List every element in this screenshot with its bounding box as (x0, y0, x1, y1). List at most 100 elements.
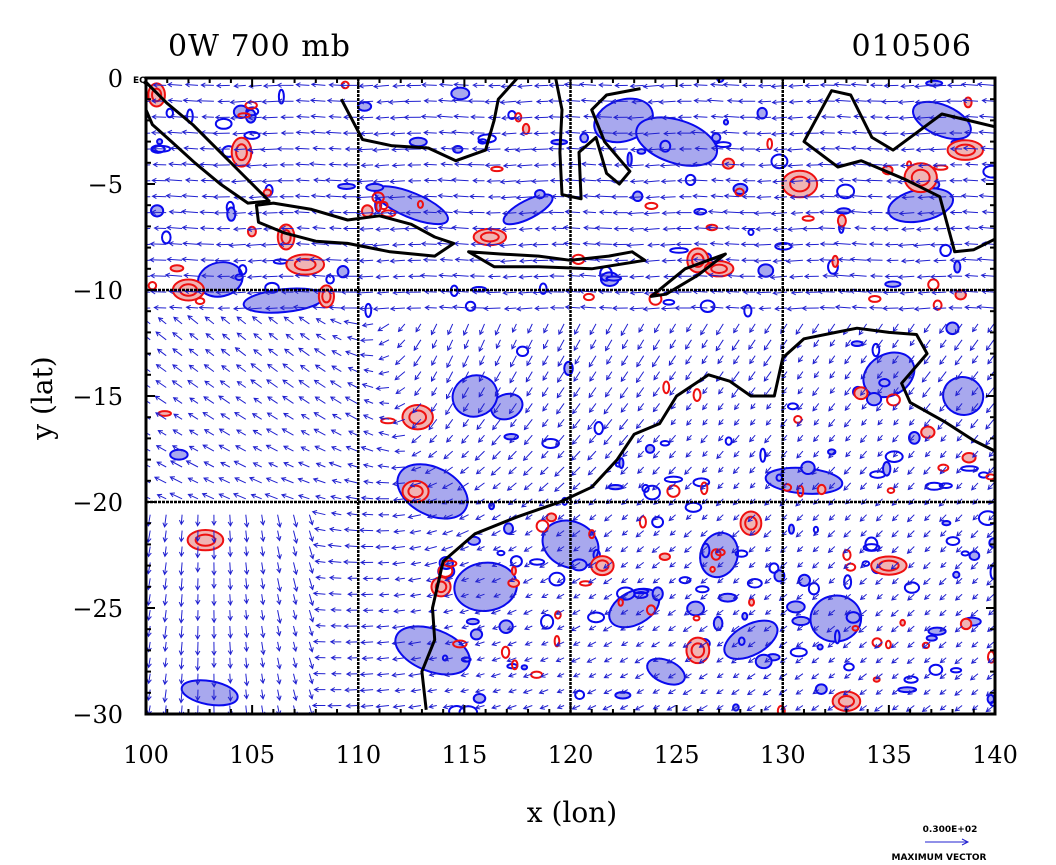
wind-vector-arrow (410, 688, 421, 694)
wind-vector-arrow (146, 164, 151, 166)
wind-vector-arrow (837, 225, 851, 231)
wind-vector-arrow (812, 641, 820, 648)
wind-vector-arrow (424, 546, 437, 552)
wind-vector-arrow (651, 562, 660, 569)
wind-vector-arrow (700, 609, 708, 616)
wind-vector-arrow (429, 434, 438, 444)
wind-vector-arrow (540, 672, 549, 678)
wind-vector-arrow (329, 687, 342, 693)
wind-vector-arrow (970, 371, 979, 381)
wind-vector-arrow (604, 546, 613, 552)
wind-vector-arrow (707, 272, 724, 279)
wind-vector-arrow (220, 461, 231, 468)
wind-vector-arrow (986, 593, 995, 602)
wind-vector-arrow (470, 114, 485, 120)
wind-vector-arrow (431, 371, 438, 383)
wind-vector-arrow (851, 304, 867, 310)
wind-vector-arrow (410, 466, 422, 472)
negative-contour-cell (503, 433, 519, 441)
wind-vector-arrow (897, 274, 915, 280)
wind-vector-arrow (146, 657, 152, 669)
wind-vector-arrow (631, 99, 644, 105)
wind-vector-arrow (828, 355, 836, 365)
wind-vector-arrow (797, 355, 804, 363)
wind-vector-arrow (375, 479, 390, 486)
wind-vector-arrow (661, 258, 676, 264)
wind-vector-arrow (446, 434, 454, 443)
wind-vector-arrow (391, 433, 405, 440)
wind-vector-arrow (162, 657, 169, 668)
wind-vector-arrow (702, 450, 708, 457)
wind-vector-arrow (195, 657, 201, 672)
wind-vector-arrow (509, 593, 517, 598)
wind-vector-arrow (313, 526, 326, 532)
wind-vector-arrow (261, 162, 278, 169)
wind-vector-arrow (652, 673, 660, 678)
wind-vector-arrow (243, 641, 249, 653)
wind-vector-arrow (243, 562, 250, 576)
wind-vector-arrow (543, 339, 549, 350)
negative-contour-cell (816, 643, 824, 651)
wind-vector-arrow (764, 482, 772, 490)
wind-vector-arrow (590, 339, 597, 350)
negative-contour-cell (659, 440, 671, 447)
wind-vector-arrow (391, 513, 405, 519)
wind-vector-arrow (407, 514, 422, 520)
wind-vector-arrow (420, 114, 437, 120)
wind-vector-arrow (652, 689, 660, 694)
y-tick-label: 0 (108, 65, 123, 93)
wind-vector-arrow (397, 323, 406, 333)
wind-vector-arrow (737, 98, 756, 104)
wind-vector-arrow (198, 304, 214, 311)
wind-vector-arrow (507, 672, 517, 678)
wind-vector-arrow (603, 561, 613, 569)
wind-vector-arrow (834, 304, 851, 310)
wind-vector-arrow (461, 624, 469, 630)
wind-vector-arrow (492, 688, 501, 694)
negative-contour-cell (540, 614, 555, 630)
wind-vector-arrow (487, 194, 501, 200)
wind-vector-arrow (764, 562, 772, 568)
wind-vector-arrow (634, 673, 644, 679)
wind-vector-arrow (214, 114, 230, 121)
wind-vector-arrow (362, 414, 374, 420)
wind-vector-arrow (954, 562, 963, 570)
wind-vector-arrow (361, 511, 374, 517)
wind-vector-arrow (668, 546, 676, 553)
wind-vector-arrow (211, 546, 217, 561)
wind-vector-arrow (312, 477, 326, 484)
wind-vector-arrow (312, 670, 326, 677)
wind-vector-arrow (483, 305, 501, 312)
wind-vector-arrow (467, 161, 485, 168)
wind-vector-arrow (557, 514, 565, 520)
wind-vector-arrow (652, 625, 660, 631)
positive-contour-cell (169, 264, 185, 273)
negative-contour-cell (850, 340, 864, 348)
wind-vector-arrow (817, 161, 835, 168)
wind-vector-arrow (913, 83, 931, 89)
wind-vector-arrow (710, 193, 724, 199)
wind-vector-arrow (716, 641, 724, 647)
wind-vector-arrow (298, 347, 310, 357)
y-tick-labels: 0−5−10−15−20−25−30 (72, 65, 123, 729)
wind-vector-arrow (629, 83, 644, 89)
wind-vector-arrow (716, 450, 724, 460)
wind-vector-arrow (314, 364, 326, 373)
wind-vector-arrow (227, 689, 233, 702)
wind-vector-arrow (378, 370, 390, 376)
wind-vector-arrow (491, 514, 501, 521)
wind-vector-arrow (260, 594, 266, 606)
wind-vector-arrow (789, 194, 803, 200)
wind-vector-arrow (311, 702, 326, 709)
wind-vector-arrow (475, 466, 485, 475)
wind-vector-arrow (533, 162, 549, 168)
x-tick-label: 140 (972, 741, 1018, 769)
wind-vector-arrow (635, 530, 645, 538)
wind-vector-arrow (460, 688, 469, 694)
wind-vector-arrow (150, 209, 167, 215)
wind-vector-arrow (603, 403, 613, 415)
wind-vector-arrow (740, 241, 756, 247)
wind-vector-arrow (426, 513, 437, 519)
wind-vector-arrow (923, 689, 931, 695)
wind-vector-arrow (829, 371, 836, 379)
